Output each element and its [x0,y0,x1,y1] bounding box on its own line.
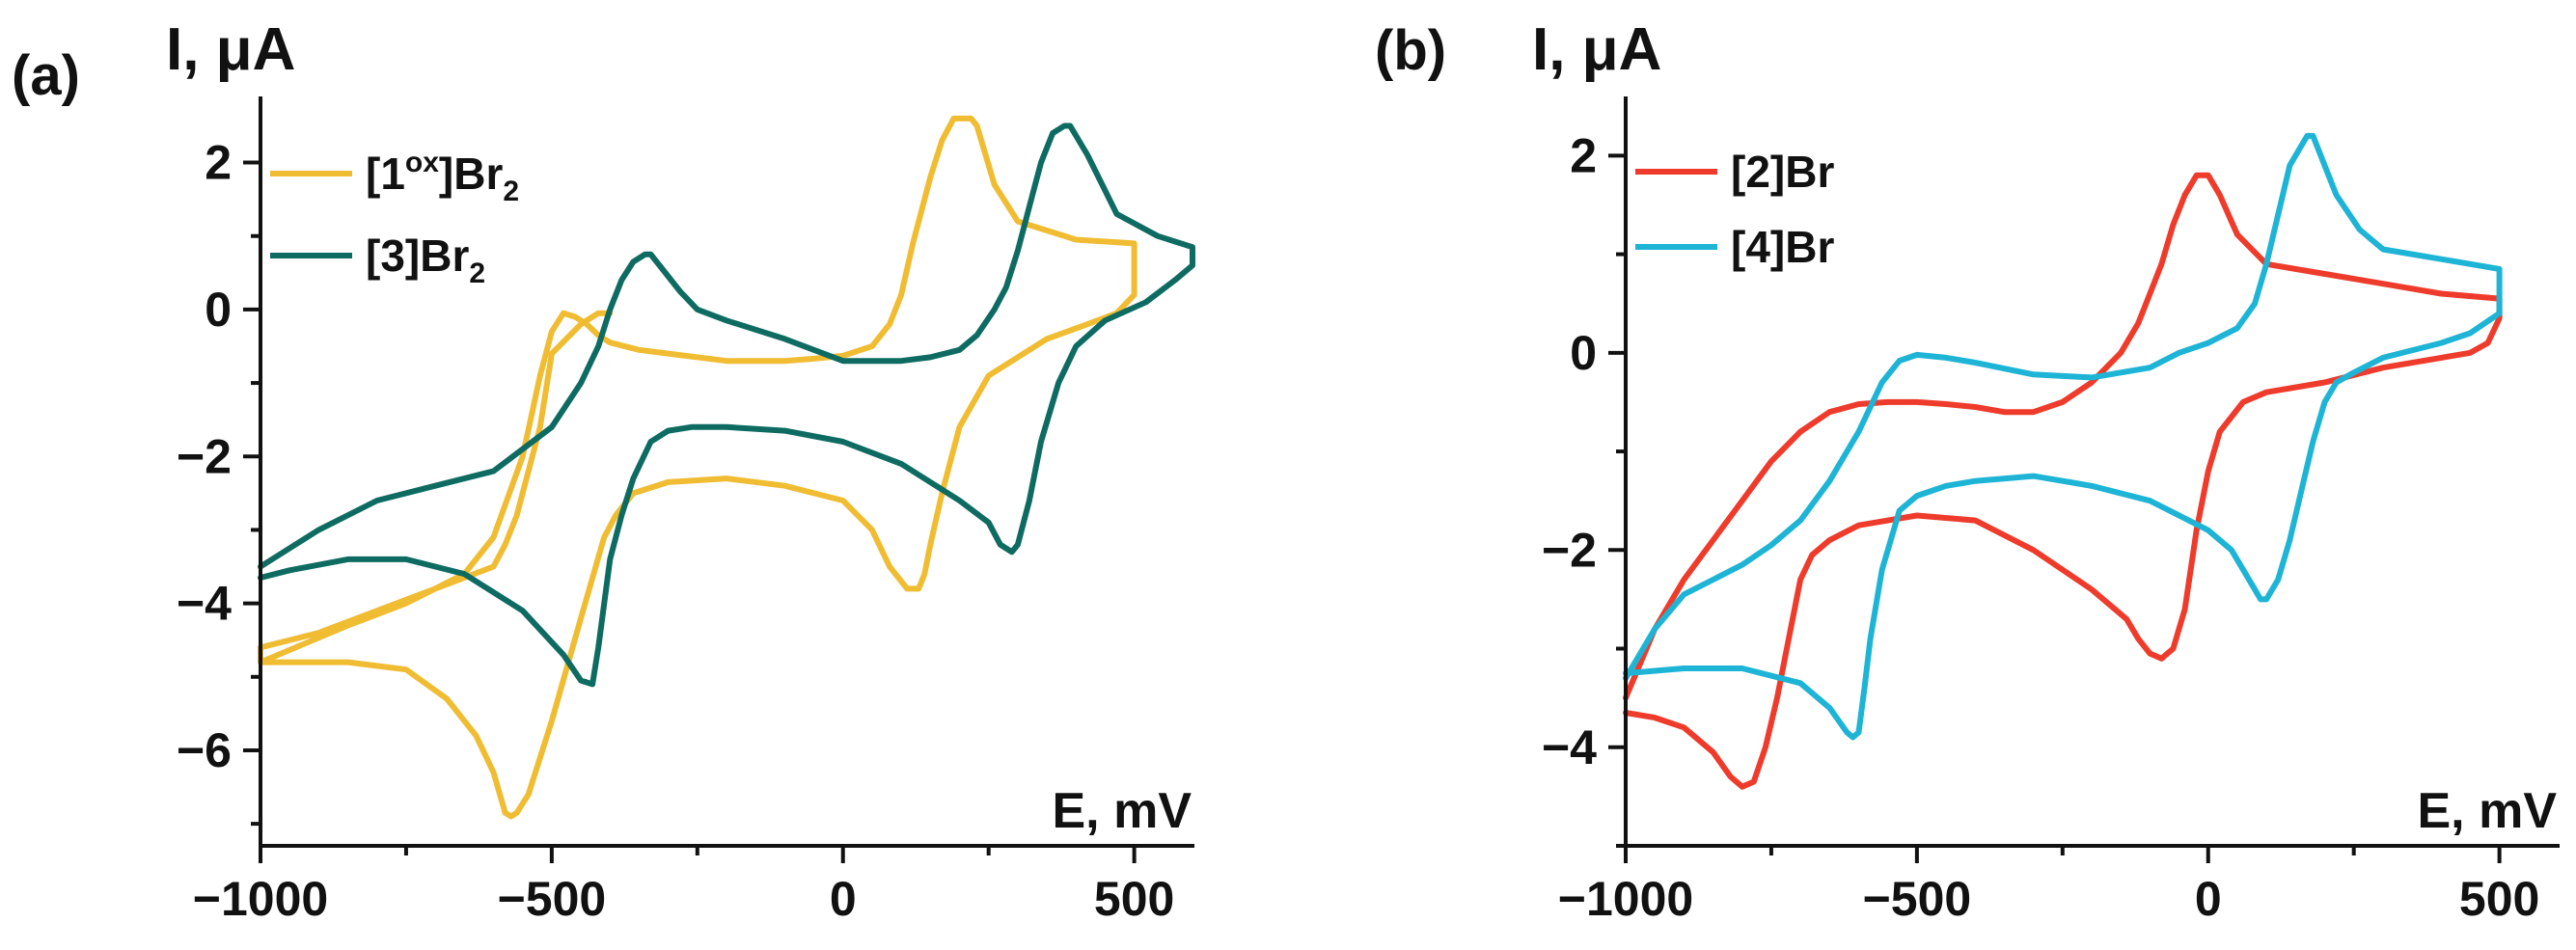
panel-a-legend-label-0: [1ox]Br2 [366,147,519,207]
panel-b-y-axis-title: I, μA [1532,16,1661,83]
panel-a-y-tick-label: −4 [177,577,232,631]
panel-b: (b) I, μA E, mV −1000 −500 0 500 −4 −2 0 2 [2]B… [1375,16,2560,926]
panel-a-label: (a) [12,44,80,107]
panel-b-y-tick-label: −2 [1542,523,1597,577]
panel-b-y-tick-label: 2 [1570,128,1597,182]
panel-b-label: (b) [1375,19,1446,82]
panel-a-x-axis-title: E, mV [1053,783,1192,839]
panel-a-y-tick-label: 2 [205,136,232,190]
panel-a-legend-label-1: [3]Br2 [366,231,485,289]
panel-a-x-tick-label: 500 [1094,872,1174,926]
panel-b-y-tick-label: −4 [1542,720,1597,774]
panel-b-x-axis-title: E, mV [2418,783,2558,839]
panel-b-series [1623,132,2503,790]
panel-b-x-tick-label: 500 [2459,872,2539,926]
panel-a-x-tick-label: −500 [498,872,607,926]
panel-b-series-1-line [1623,132,2503,741]
panel-b-series-0-line [1623,172,2503,790]
panel-a-legend: [1ox]Br2 [3]Br2 [270,147,519,289]
panel-a-series-0-line [258,115,1137,820]
panel-a-x-tick-label: −1000 [193,872,328,926]
panel-a-series [258,115,1195,820]
panel-b-x-tick-label: −1000 [1558,872,1693,926]
panel-b-x-tick-label: 0 [2195,872,2222,926]
panel-b-legend-label-1: [4]Br [1731,222,1834,272]
panel-b-legend-label-0: [2]Br [1731,147,1834,197]
panel-a-ticks: −1000 −500 0 500 −6 −4 −2 0 2 [177,136,1174,926]
panel-a-y-tick-label: −6 [177,723,232,777]
panel-a-series-1-line [258,122,1195,688]
panel-a-y-tick-label: −2 [177,429,232,483]
panel-b-y-tick-label: 0 [1570,326,1597,380]
panel-b-legend: [2]Br [4]Br [1635,147,1834,272]
panel-b-x-tick-label: −500 [1863,872,1972,926]
panel-a-y-tick-label: 0 [205,283,232,337]
panel-a-y-axis-title: I, μA [166,16,295,83]
panel-a: (a) I, μA E, mV −1000 −500 0 500 −6 −4 −2 0 2 [1… [12,16,1195,926]
panel-b-ticks: −1000 −500 0 500 −4 −2 0 2 [1542,128,2539,926]
panel-a-x-tick-label: 0 [830,872,857,926]
